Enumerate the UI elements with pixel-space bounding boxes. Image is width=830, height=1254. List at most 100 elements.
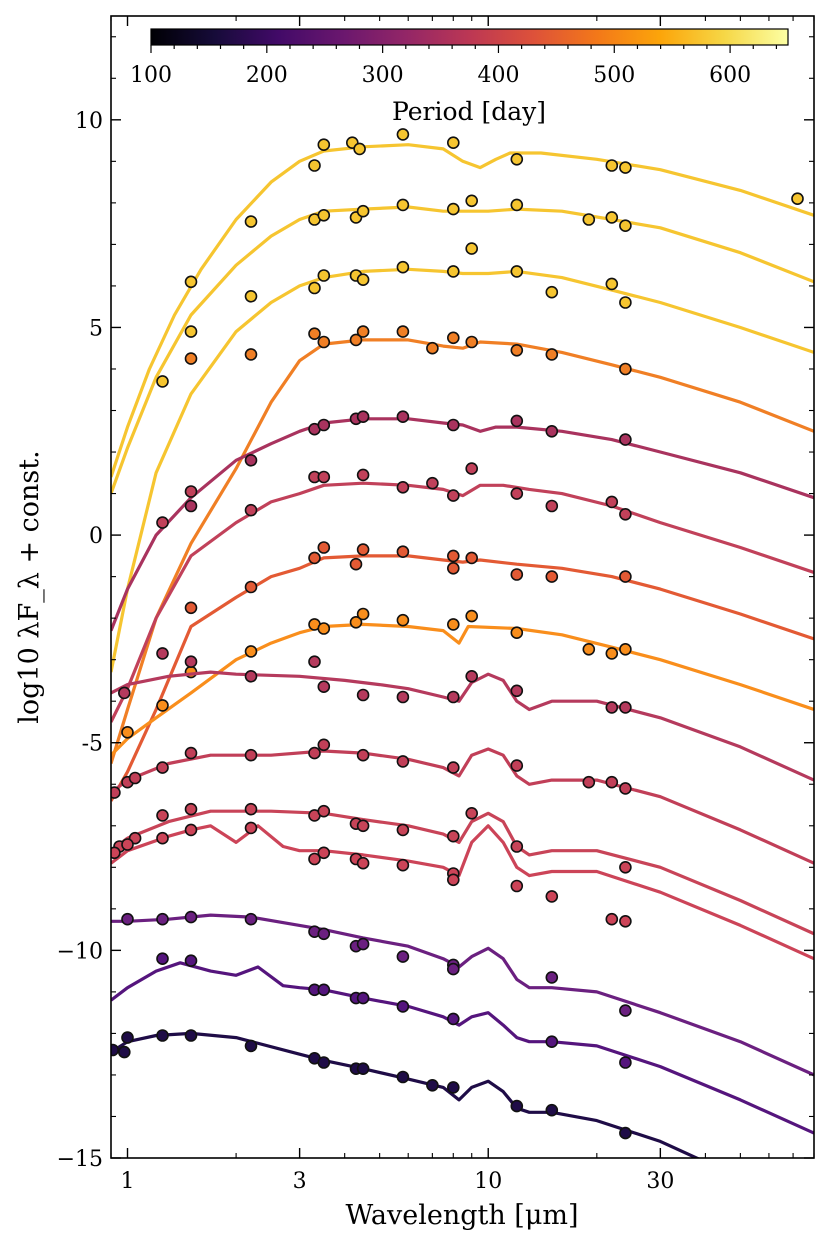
y-tick-label: 5: [89, 316, 103, 341]
data-point: [446, 618, 460, 631]
series-line: [111, 481, 814, 723]
data-point: [353, 142, 366, 156]
series-10: [111, 738, 814, 865]
data-point: [349, 557, 363, 571]
data-point: [619, 507, 632, 521]
data-point: [111, 1043, 119, 1057]
data-point: [356, 410, 370, 424]
series-13: [111, 910, 814, 1077]
colorbar-gradient: [150, 28, 789, 46]
data-point: [465, 242, 479, 255]
data-point: [156, 375, 169, 388]
series-12: [111, 821, 814, 961]
data-point: [510, 198, 524, 212]
data-point: [619, 1056, 632, 1069]
data-point: [356, 688, 370, 702]
data-point: [510, 343, 524, 357]
data-point: [426, 341, 439, 355]
series-line: [111, 747, 814, 865]
data-point: [156, 699, 169, 712]
data-point: [111, 846, 121, 860]
colorbar: 100 200 300 400 500 600 Period [day]: [130, 28, 789, 126]
data-point: [184, 275, 198, 289]
data-point: [582, 642, 596, 656]
data-point: [582, 213, 596, 226]
colorbar-tick-label: 400: [477, 63, 519, 88]
series-layer: [111, 128, 814, 1158]
data-point: [396, 128, 410, 141]
data-point: [426, 1079, 439, 1092]
data-point: [619, 161, 632, 174]
data-point: [446, 829, 460, 843]
series-3: [111, 242, 814, 673]
data-point: [605, 912, 619, 926]
data-point: [619, 433, 632, 446]
data-point: [156, 1029, 169, 1042]
data-point: [244, 821, 258, 835]
data-point: [356, 1062, 370, 1075]
series-4: [111, 325, 814, 764]
y-tick-label: 10: [75, 109, 103, 134]
data-point: [244, 802, 258, 816]
data-point: [184, 485, 198, 498]
series-14: [111, 952, 814, 1135]
data-point: [156, 952, 169, 966]
series-line: [111, 1031, 701, 1158]
data-point: [184, 954, 198, 968]
series-8: [111, 607, 814, 757]
series-5: [111, 410, 814, 632]
data-point: [349, 333, 363, 347]
data-point: [356, 937, 370, 951]
data-point: [244, 1039, 258, 1053]
data-point: [619, 782, 632, 795]
data-point: [308, 655, 321, 669]
data-point: [619, 296, 632, 309]
series-6: [111, 462, 814, 723]
data-point: [244, 580, 258, 594]
data-point: [396, 198, 410, 212]
data-point: [396, 613, 410, 627]
data-point: [308, 746, 321, 760]
series-11: [111, 802, 814, 936]
data-point: [317, 983, 331, 997]
data-point: [356, 468, 370, 482]
data-point: [619, 570, 632, 583]
data-point: [545, 971, 559, 984]
data-point: [396, 325, 410, 338]
data-point: [582, 775, 596, 789]
data-point: [396, 545, 410, 559]
data-point: [317, 622, 331, 635]
colorbar-tick-label: 100: [130, 63, 172, 88]
y-tick-label: -5: [82, 732, 103, 757]
data-point: [396, 858, 410, 872]
data-point: [465, 609, 479, 623]
data-point: [446, 136, 460, 149]
data-point: [510, 265, 524, 278]
data-point: [356, 856, 370, 870]
data-point: [156, 831, 169, 845]
colorbar-ticks: 100 200 300 400 500 600: [130, 45, 778, 88]
data-point: [446, 549, 460, 563]
y-axis-ticks: 10 5 0 -5 −10 −15: [57, 36, 814, 1172]
data-point: [121, 912, 134, 926]
x-tick-label: 3: [293, 1169, 307, 1194]
data-point: [184, 655, 198, 669]
y-tick-label: −15: [57, 1147, 103, 1172]
data-point: [308, 551, 321, 565]
data-point: [121, 838, 134, 851]
data-point: [619, 1126, 632, 1140]
data-point: [356, 748, 370, 762]
data-point: [465, 335, 479, 349]
data-point: [605, 701, 619, 714]
data-point: [244, 503, 258, 517]
data-point: [184, 601, 198, 615]
data-point: [605, 495, 619, 509]
data-point: [244, 453, 258, 467]
data-point: [446, 1012, 460, 1026]
data-point: [308, 852, 321, 866]
data-point: [619, 1004, 632, 1017]
series-1: [111, 128, 814, 478]
data-point: [510, 626, 524, 640]
series-line: [111, 417, 814, 632]
